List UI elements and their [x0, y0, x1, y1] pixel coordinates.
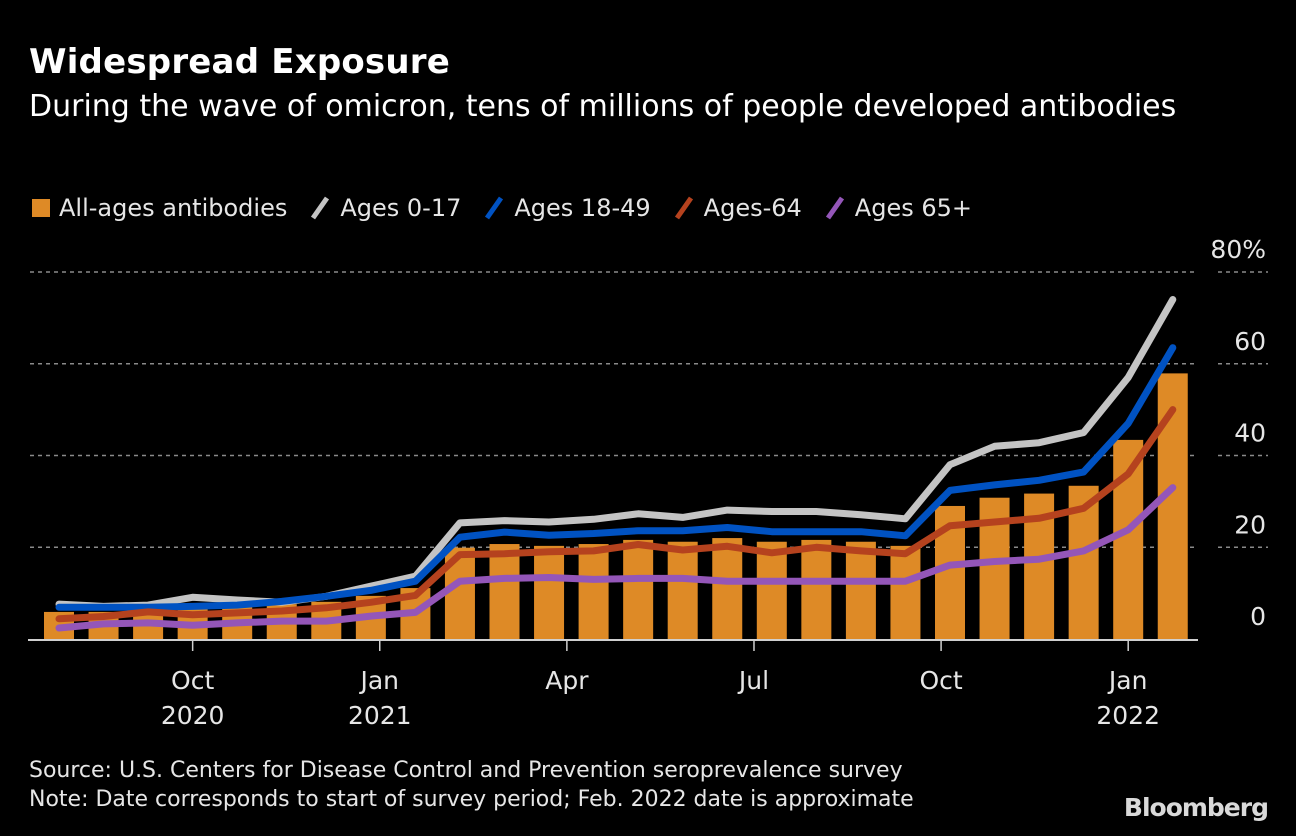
bar	[489, 544, 520, 639]
date-note: Note: Date corresponds to start of surve…	[29, 787, 914, 812]
legend-label: Ages 0-17	[340, 194, 462, 222]
bar	[578, 544, 609, 639]
footer: Source: U.S. Centers for Disease Control…	[29, 756, 914, 814]
series-line-ages-65-	[55, 484, 1177, 632]
x-tick-label-month: Oct	[171, 666, 214, 695]
x-tick-label-month: Apr	[545, 666, 589, 695]
series-line-ages-64	[55, 406, 1177, 623]
legend-line-icon	[825, 196, 844, 220]
bar	[801, 539, 832, 639]
legend-swatch-box-icon	[32, 199, 50, 217]
legend-label: All-ages antibodies	[59, 194, 288, 222]
legend-item-ages-18-49: Ages 18-49	[483, 194, 651, 222]
x-tick-label-month: Oct	[919, 666, 962, 695]
y-tick-label: 20	[1234, 510, 1266, 539]
x-tick-label-month: Jan	[358, 666, 399, 695]
bar	[845, 541, 876, 639]
axes: 0 20 40 60 80% Oct 2020 Jan 2021 Apr Jul Oct Jan 2022	[28, 235, 1266, 730]
x-tick-label-year: 2021	[348, 701, 412, 730]
legend: All-ages antibodies Ages 0-17 Ages 18-49…	[32, 194, 994, 222]
legend-line-icon	[311, 196, 330, 220]
bar	[534, 545, 565, 639]
legend-item-all-ages: All-ages antibodies	[32, 194, 287, 222]
legend-item-ages-0-17: Ages 0-17	[309, 194, 461, 222]
y-tick-label: 80%	[1210, 235, 1266, 264]
line-series	[55, 296, 1177, 632]
source-note: Source: U.S. Centers for Disease Control…	[29, 758, 903, 783]
bar	[623, 539, 654, 639]
legend-item-ages-65-plus: Ages 65+	[824, 194, 972, 222]
legend-label: Ages 18-49	[514, 194, 651, 222]
chart-title: Widespread Exposure	[29, 42, 450, 82]
bar	[667, 541, 698, 639]
y-tick-label: 0	[1250, 602, 1266, 631]
legend-line-icon	[485, 196, 504, 220]
legend-label: Ages-64	[703, 194, 802, 222]
x-tick-label-month: Jul	[737, 666, 769, 695]
legend-label: Ages 65+	[854, 194, 972, 222]
y-tick-label: 40	[1234, 419, 1266, 448]
legend-item-ages-64: Ages-64	[673, 194, 802, 222]
series-line-ages-0-17	[55, 296, 1177, 610]
y-tick-label: 60	[1234, 327, 1266, 356]
bar	[712, 538, 743, 639]
bloomberg-logo: Bloomberg	[1123, 793, 1269, 822]
legend-line-icon	[674, 196, 693, 220]
x-tick-label-year: 2022	[1096, 701, 1160, 730]
bar	[1157, 373, 1188, 639]
x-tick-label-month: Jan	[1107, 666, 1148, 695]
x-tick-label-year: 2020	[161, 701, 225, 730]
series-line-ages-18-49	[55, 344, 1177, 611]
chart-subtitle: During the wave of omicron, tens of mill…	[29, 89, 1177, 124]
bar	[756, 541, 787, 639]
bar	[890, 545, 921, 639]
